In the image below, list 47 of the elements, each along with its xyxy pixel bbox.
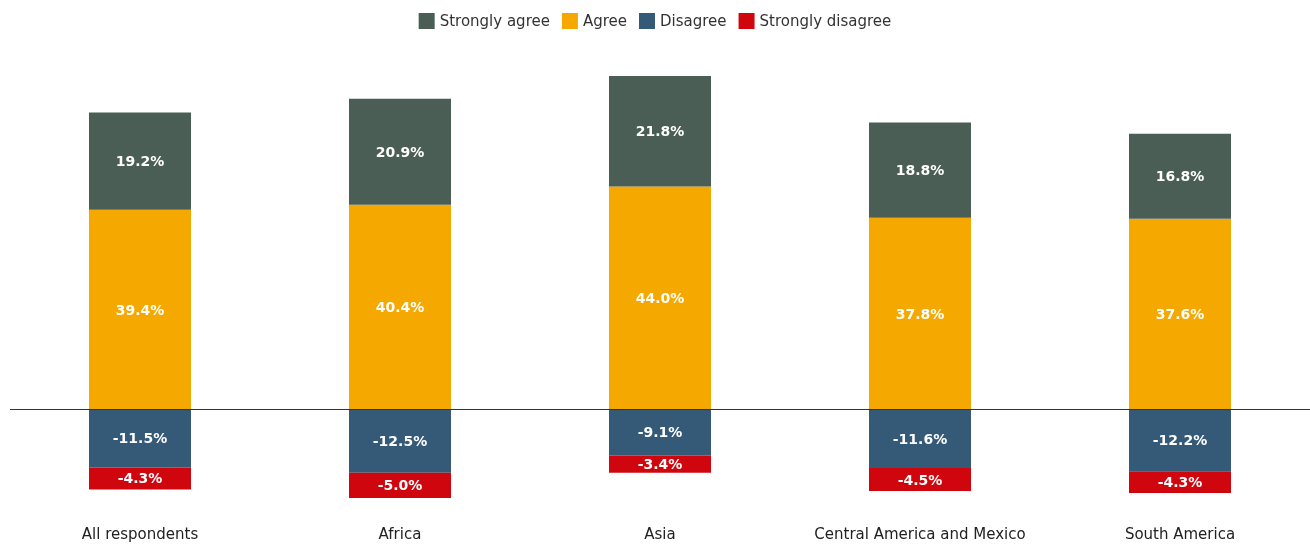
x-tick-label: South America — [1124, 524, 1236, 543]
bar — [349, 204, 451, 410]
data-label: -12.2% — [1152, 432, 1208, 449]
bar — [89, 209, 191, 410]
data-label: -3.4% — [637, 456, 683, 473]
x-tick-label: All respondents — [81, 524, 199, 543]
legend-label: Strongly agree — [439, 12, 550, 30]
data-label: 16.8% — [1155, 168, 1205, 185]
data-label: -4.3% — [1157, 474, 1203, 491]
data-label: -12.5% — [372, 433, 428, 450]
legend-label: Disagree — [660, 12, 727, 30]
bar — [869, 122, 971, 218]
data-label: 40.4% — [375, 299, 425, 316]
bar — [869, 468, 971, 491]
data-label: 18.8% — [895, 162, 945, 179]
data-label: -9.1% — [637, 424, 683, 441]
bar — [1129, 133, 1231, 219]
data-label: -4.5% — [897, 471, 943, 488]
bar — [349, 98, 451, 205]
data-label: 37.8% — [895, 305, 945, 322]
bar — [89, 112, 191, 210]
bar — [609, 76, 711, 187]
bar — [869, 217, 971, 410]
bar — [1129, 218, 1231, 410]
data-label: 44.0% — [635, 289, 685, 306]
bar — [1129, 409, 1231, 472]
bar — [89, 409, 191, 468]
bar — [609, 455, 711, 473]
data-label: -4.3% — [117, 470, 163, 487]
data-label: -5.0% — [377, 477, 423, 494]
data-label: -11.6% — [892, 430, 948, 447]
data-label: -11.5% — [112, 430, 168, 447]
x-tick-label: Asia — [644, 524, 676, 543]
x-tick-label: Africa — [378, 524, 422, 543]
data-label: 19.2% — [115, 153, 165, 170]
bar — [609, 409, 711, 456]
data-label: 20.9% — [375, 143, 425, 160]
data-label: 39.4% — [115, 301, 165, 318]
bar — [1129, 471, 1231, 493]
bar — [349, 409, 451, 473]
legend-label: Agree — [582, 12, 628, 30]
data-label: 21.8% — [635, 123, 685, 140]
bar — [869, 409, 971, 469]
data-label: 37.6% — [1155, 306, 1205, 323]
bar — [609, 186, 711, 410]
x-tick-label: Central America and Mexico — [814, 524, 1026, 543]
legend-label: Strongly disagree — [759, 12, 892, 30]
